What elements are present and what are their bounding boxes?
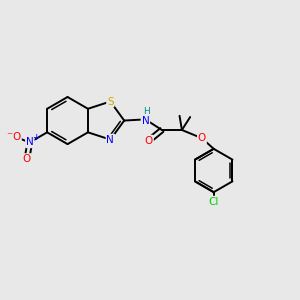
Text: H: H [143,107,150,116]
Text: O: O [23,154,31,164]
Text: N: N [142,116,149,126]
Text: S: S [107,97,114,106]
Text: Cl: Cl [208,196,219,207]
Text: +: + [32,133,40,142]
Text: O: O [145,136,153,146]
Text: O: O [198,133,206,143]
Text: N: N [106,135,114,145]
Text: ⁻: ⁻ [6,130,13,143]
Text: N: N [26,137,34,147]
Text: O: O [13,131,21,142]
